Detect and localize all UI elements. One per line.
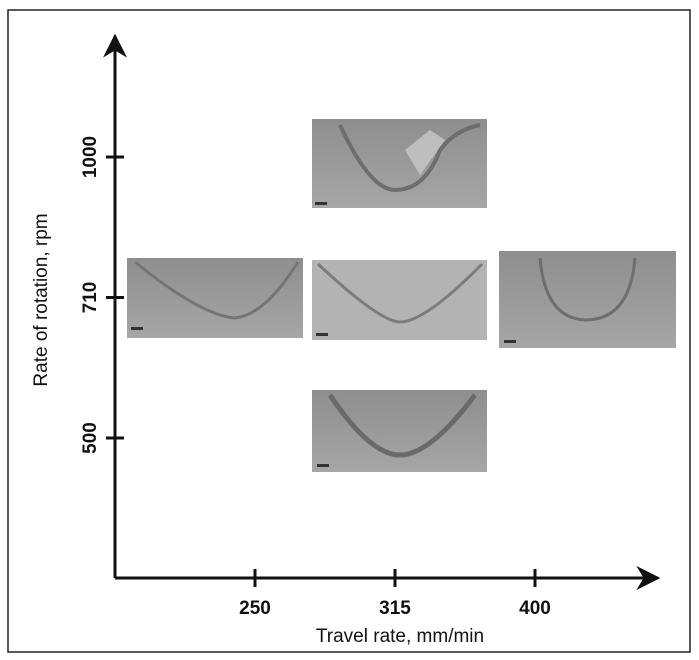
micrograph [127,258,303,338]
x-tick-label: 250 [239,598,271,619]
y-axis-title: Rate of rotation, rpm [31,213,52,386]
micrograph [499,251,676,348]
y-tick-label: 1000 [80,136,101,178]
x-tick-label: 315 [379,598,411,619]
x-tick-label: 400 [519,598,551,619]
y-tick-label: 710 [80,282,101,314]
y-tick-label: 500 [80,422,101,454]
frame [7,9,691,653]
micrograph [312,390,487,472]
x-axis-title: Travel rate, mm/min [316,626,484,647]
micrograph [312,119,487,208]
micrograph [312,260,487,340]
